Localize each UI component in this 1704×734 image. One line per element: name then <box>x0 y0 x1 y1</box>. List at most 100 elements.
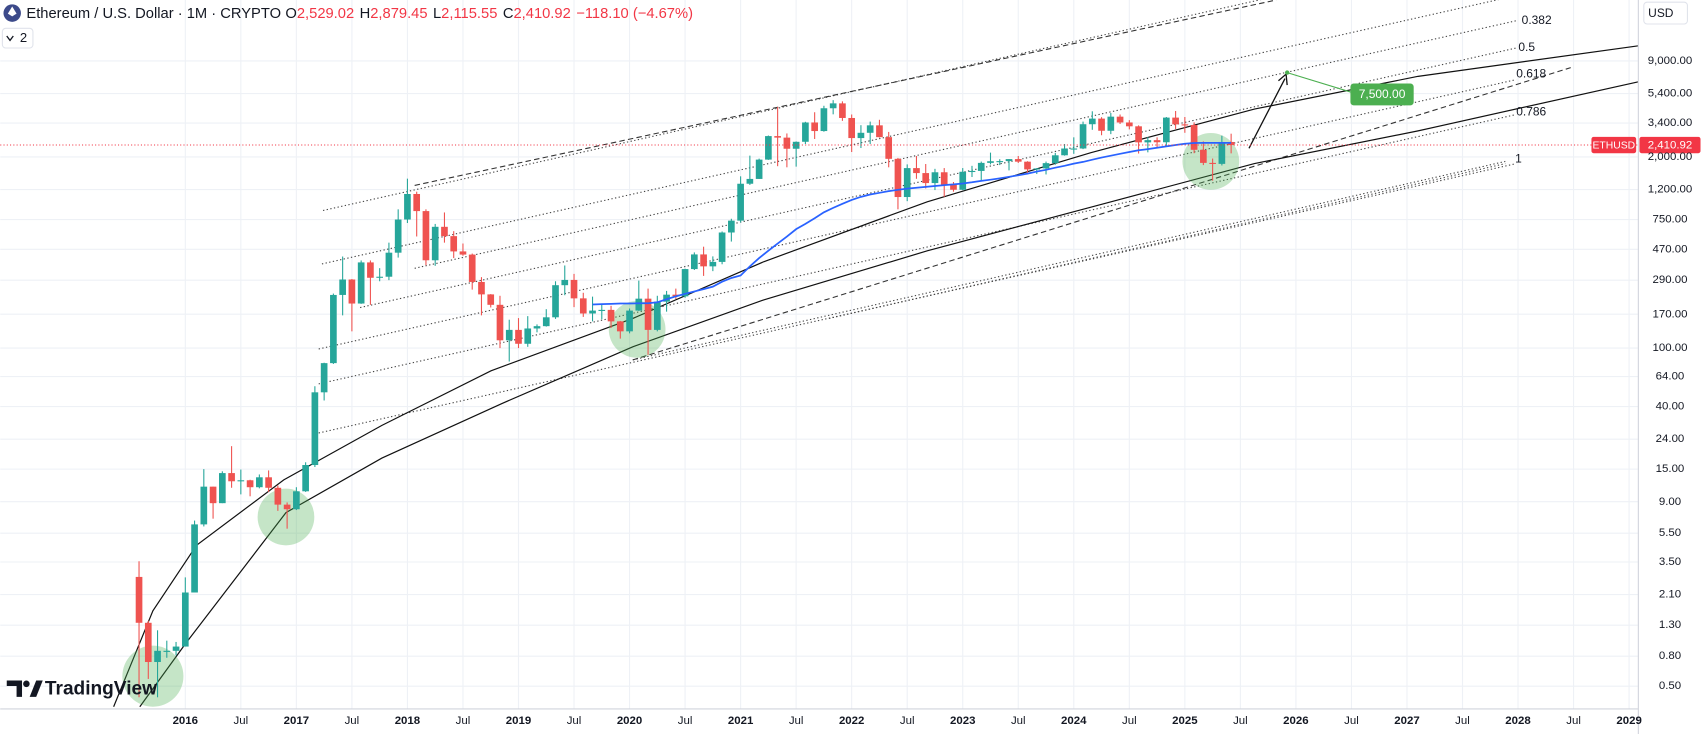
y-tick-label: 3.50 <box>1659 556 1681 568</box>
candle-body <box>330 294 337 364</box>
candle-body <box>746 178 754 184</box>
candle-body <box>996 161 1004 163</box>
y-tick-label: 470.00 <box>1652 243 1687 255</box>
candle-body <box>737 183 744 221</box>
candle-body <box>579 298 587 314</box>
y-tick-label: 9,000.00 <box>1648 55 1693 67</box>
x-tick-label: 2024 <box>1061 715 1087 727</box>
candle-body <box>1033 168 1041 170</box>
y-tick-label: 290.00 <box>1652 274 1687 286</box>
x-tick-label: Jul <box>789 715 804 727</box>
brand-name: TradingView <box>45 678 157 699</box>
candle-body <box>829 103 837 109</box>
channel-line <box>321 0 1500 265</box>
candle-body <box>246 480 254 488</box>
candle-body <box>1014 159 1022 162</box>
candle-body <box>718 232 726 262</box>
candle-body <box>1024 161 1031 170</box>
candle-body <box>598 309 606 311</box>
candle-body <box>228 473 235 482</box>
x-tick-label: 2021 <box>728 715 754 727</box>
x-tick-label: 2017 <box>284 715 309 727</box>
candle-body <box>635 298 643 311</box>
indicators-toggle[interactable] <box>1 27 34 49</box>
candle-body <box>1218 141 1226 164</box>
price-tag-label: 2,410.92 <box>1648 140 1693 152</box>
x-tick-label: 2026 <box>1283 715 1308 727</box>
candle-body <box>681 269 689 297</box>
candle-body <box>311 392 319 466</box>
candle-body <box>903 168 911 198</box>
candle-body <box>533 326 541 329</box>
y-tick-label: 750.00 <box>1652 214 1687 226</box>
y-tick-label: 3,400.00 <box>1648 117 1693 129</box>
candle-body <box>135 576 143 623</box>
candle-body <box>237 480 245 482</box>
candle-body <box>570 279 578 299</box>
candle-body <box>209 486 217 504</box>
candle-body <box>200 486 208 525</box>
candle-body <box>987 161 994 163</box>
y-tick-label: 2,000.00 <box>1648 151 1693 163</box>
x-tick-label: 2020 <box>617 715 642 727</box>
candle-body <box>1107 116 1115 131</box>
ohlc-key: C <box>503 6 514 22</box>
ohlc-key: L <box>433 6 441 22</box>
candle-body <box>181 592 189 647</box>
candle-body <box>1200 149 1207 163</box>
support-zone <box>257 488 315 546</box>
fib-level-label: 0.618 <box>1516 66 1546 80</box>
candle-body <box>977 162 985 171</box>
brand-logo <box>23 680 30 688</box>
candle-body <box>950 184 957 190</box>
x-tick-label: Jul <box>900 715 915 727</box>
x-tick-label: Jul <box>1344 715 1359 727</box>
x-tick-label: Jul <box>456 715 471 727</box>
candle-body <box>320 363 328 393</box>
y-tick-label: 1,200.00 <box>1648 184 1693 196</box>
y-tick-label: 100.00 <box>1652 342 1687 354</box>
symbol-tag-label: ETHUSD <box>1593 140 1636 151</box>
candle-body <box>505 329 513 341</box>
candle-body <box>144 622 152 663</box>
candle-body <box>589 310 596 314</box>
support-zone <box>122 645 184 707</box>
candle-body <box>700 254 707 267</box>
brand-logo <box>6 680 23 697</box>
growth-curve <box>139 81 1639 708</box>
ohlc-key: O <box>285 6 296 22</box>
candle-body <box>1227 141 1235 146</box>
candle-body <box>1061 148 1068 156</box>
candle-body <box>663 294 670 302</box>
candle-body <box>154 650 161 663</box>
dashed-line <box>632 67 1571 361</box>
candle-body <box>1070 148 1078 150</box>
candle-body <box>1042 163 1050 169</box>
x-tick-label: Jul <box>1233 715 1248 727</box>
watermark: TradingView <box>6 678 157 699</box>
symbol-name: Ethereum / U.S. Dollar · 1M · CRYPTO <box>26 6 281 22</box>
candle-body <box>172 646 180 651</box>
candle-body <box>283 504 291 510</box>
candle-body <box>441 226 448 237</box>
candle-body <box>459 251 467 255</box>
ohlc-value: 2,410.92 <box>513 6 570 22</box>
candle-body <box>691 254 698 270</box>
y-tick-label: 15.00 <box>1656 463 1685 475</box>
candle-body <box>293 491 300 510</box>
candle-body <box>404 193 411 220</box>
y-tick-label: 0.50 <box>1659 680 1681 692</box>
candle-body <box>876 125 883 138</box>
candle-body <box>561 279 569 286</box>
x-tick-label: Jul <box>567 715 582 727</box>
x-tick-label: 2019 <box>506 715 531 727</box>
indicators-count: 2 <box>20 30 27 45</box>
candle-body <box>422 211 430 261</box>
x-tick-label: 2018 <box>395 715 421 727</box>
currency-button[interactable] <box>1643 1 1688 25</box>
price-tag <box>1639 136 1701 154</box>
ohlc-value: 2,529.02 <box>297 6 354 22</box>
candle-body <box>367 262 374 278</box>
